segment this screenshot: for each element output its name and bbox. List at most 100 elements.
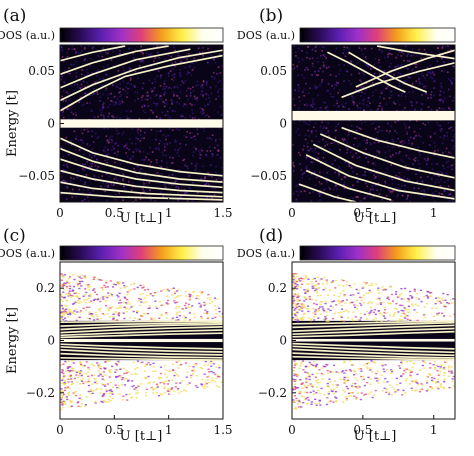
- dos-speck: [406, 318, 409, 321]
- colorbar-label: DOS (a.u.): [237, 247, 295, 260]
- dos-speck: [113, 96, 115, 99]
- dos-speck: [146, 294, 149, 297]
- dos-speck: [208, 115, 210, 118]
- dos-speck: [207, 368, 210, 370]
- dos-speck: [348, 79, 350, 82]
- dos-speck: [438, 175, 440, 178]
- dos-speck: [62, 291, 65, 293]
- dos-speck: [179, 143, 182, 145]
- dos-speck: [421, 53, 423, 56]
- dos-speck: [90, 57, 92, 60]
- dos-speck: [442, 367, 445, 369]
- dos-speck: [307, 366, 310, 368]
- dos-speck: [167, 290, 170, 292]
- dos-speck: [430, 108, 432, 111]
- dos-speck: [405, 368, 408, 370]
- dos-speck: [387, 391, 391, 393]
- series-line: [292, 327, 455, 336]
- dos-speck: [423, 316, 426, 319]
- dos-speck: [76, 285, 79, 287]
- dos-speck: [220, 114, 222, 116]
- dos-speck: [99, 100, 101, 102]
- dos-speck: [342, 52, 344, 55]
- dos-speck: [140, 137, 143, 139]
- dos-speck: [353, 137, 356, 140]
- dos-speck: [310, 103, 313, 106]
- dos-speck: [168, 183, 171, 186]
- dos-speck: [307, 149, 309, 152]
- dos-speck: [339, 148, 341, 151]
- dos-speck: [351, 95, 353, 98]
- dos-speck: [72, 177, 75, 180]
- dos-speck: [317, 74, 319, 77]
- dos-speck: [184, 290, 188, 293]
- dos-speck: [447, 302, 451, 305]
- dos-speck: [77, 401, 80, 403]
- dos-speck: [89, 94, 91, 96]
- dos-speck: [116, 154, 118, 157]
- dos-speck: [295, 399, 298, 402]
- dos-speck: [367, 65, 370, 67]
- dos-speck: [116, 179, 119, 182]
- dos-speck: [297, 296, 300, 298]
- series-line: [292, 342, 455, 350]
- dos-speck: [311, 62, 314, 65]
- dos-speck: [122, 185, 125, 187]
- dos-speck: [305, 167, 308, 170]
- dos-speck: [385, 103, 388, 105]
- dos-speck: [83, 59, 86, 62]
- dos-speck: [136, 318, 140, 321]
- dos-speck: [62, 297, 66, 299]
- dos-speck: [89, 154, 91, 157]
- dos-speck: [306, 396, 309, 399]
- dos-speck: [171, 387, 174, 389]
- dos-speck: [414, 108, 416, 111]
- dos-speck: [319, 67, 321, 70]
- dos-speck: [352, 197, 354, 200]
- dos-speck: [358, 90, 361, 93]
- dos-speck: [164, 186, 167, 188]
- dos-speck: [352, 154, 355, 156]
- dos-speck: [365, 148, 367, 151]
- dos-speck: [367, 376, 370, 379]
- dos-speck: [93, 319, 96, 321]
- dos-speck: [402, 109, 405, 111]
- dos-speck: [201, 51, 204, 54]
- dos-speck: [449, 315, 452, 317]
- dos-speck: [73, 63, 75, 66]
- dos-speck: [312, 126, 315, 129]
- dos-speck: [95, 74, 98, 77]
- dos-speck: [337, 175, 340, 177]
- dos-speck: [141, 361, 144, 364]
- dos-speck: [175, 313, 179, 316]
- dos-speck: [344, 395, 347, 398]
- dos-speck: [86, 128, 89, 130]
- dos-speck: [117, 296, 120, 298]
- dos-speck: [368, 393, 371, 395]
- dos-speck: [61, 313, 65, 315]
- dos-speck: [292, 300, 295, 302]
- dos-speck: [95, 314, 98, 316]
- dos-speck: [88, 185, 91, 188]
- dos-speck: [365, 282, 368, 284]
- dos-speck: [362, 174, 364, 176]
- dos-speck: [442, 315, 446, 317]
- dos-speck: [64, 282, 67, 285]
- dos-speck: [102, 77, 104, 80]
- dos-speck: [68, 282, 71, 284]
- dos-speck: [451, 372, 454, 374]
- dos-speck: [198, 154, 201, 156]
- dos-speck: [97, 54, 99, 57]
- dos-speck: [452, 298, 455, 300]
- dos-speck: [379, 302, 382, 304]
- dos-speck: [352, 101, 354, 104]
- dos-speck: [356, 157, 359, 159]
- dos-speck: [409, 376, 412, 378]
- dos-speck: [99, 365, 102, 368]
- dos-speck: [153, 294, 156, 296]
- dos-speck: [303, 296, 306, 298]
- dos-speck: [384, 317, 387, 319]
- dos-speck: [71, 294, 74, 297]
- dos-speck: [425, 87, 427, 90]
- dos-speck: [150, 129, 153, 131]
